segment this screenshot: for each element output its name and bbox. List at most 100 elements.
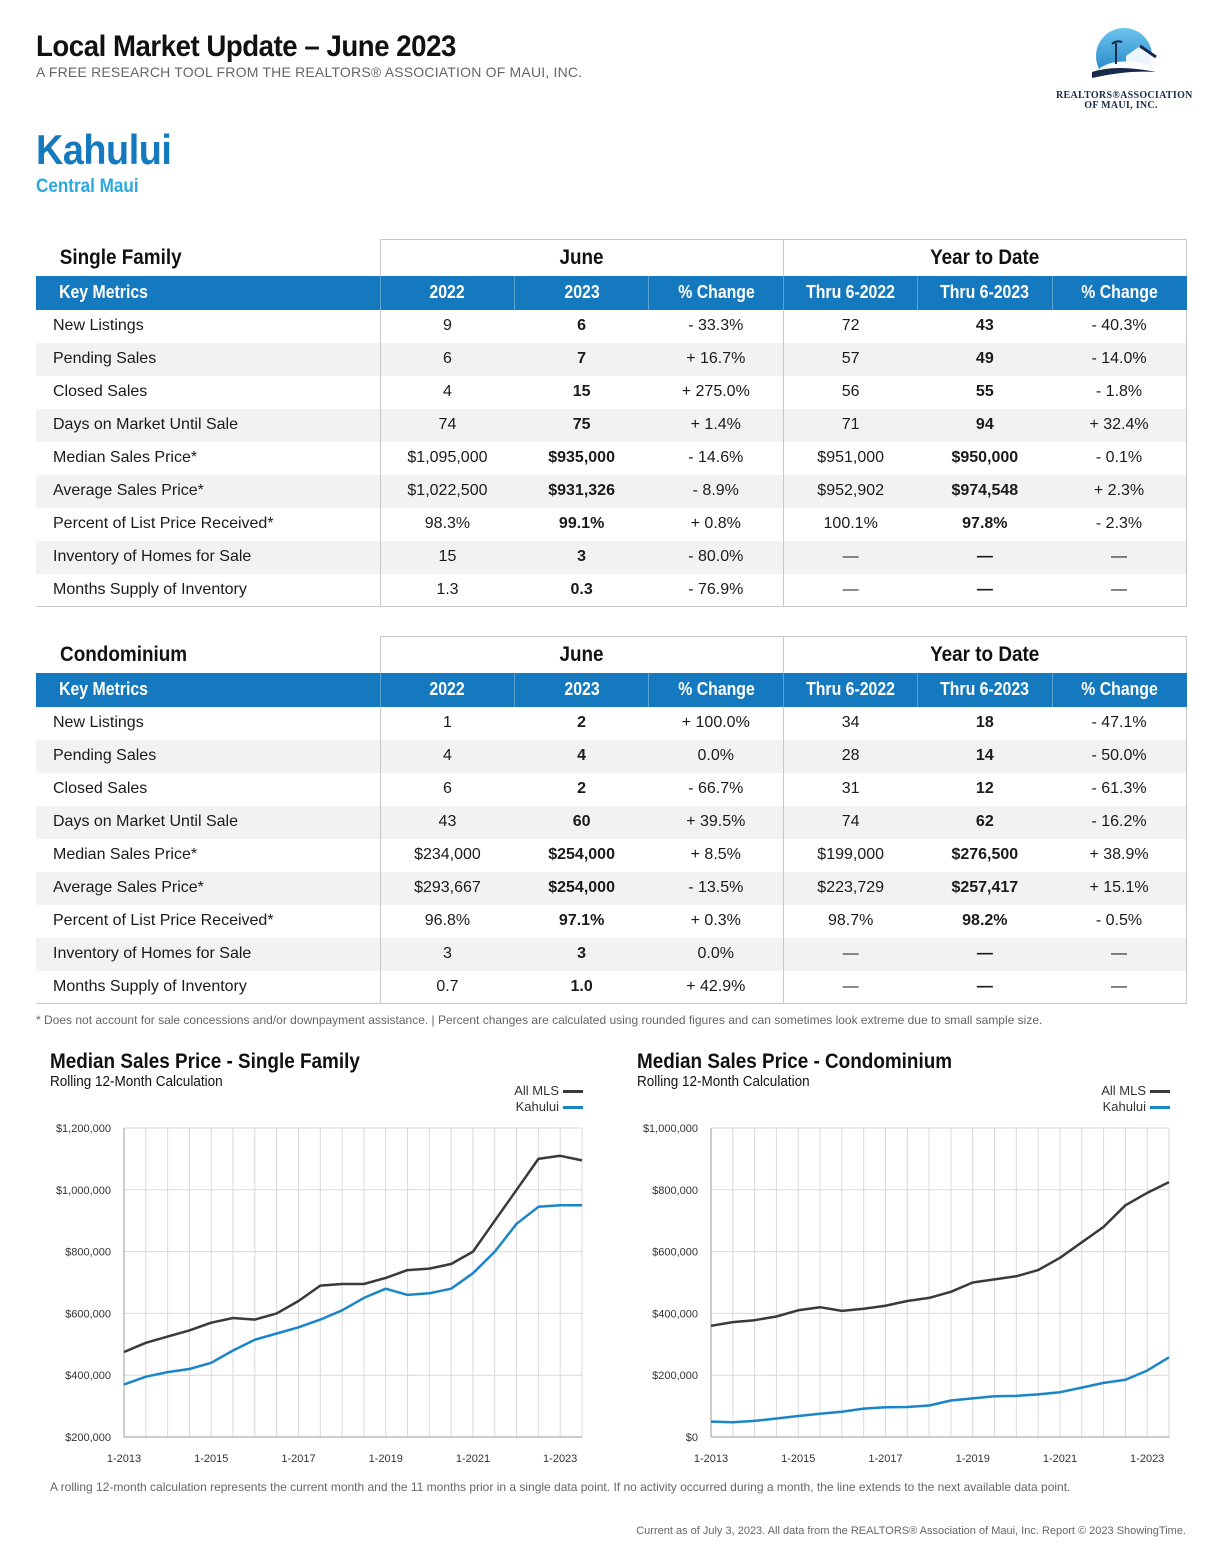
ytd-pct-change: - 1.8% <box>1052 375 1188 409</box>
group-header-month: June <box>379 239 784 276</box>
column-header-ytd-pct-change: % Change <box>1051 275 1187 310</box>
realtors-association-logo: REALTORS®ASSOCIATION OF MAUI, INC. <box>1056 26 1192 116</box>
value-2023: 3 <box>514 937 649 971</box>
legend-item-kahului: Kahului <box>1101 1099 1170 1115</box>
value-2023: 2 <box>577 780 587 797</box>
series-line-kahului <box>123 1204 582 1386</box>
value-2022: 1.3 <box>379 573 515 607</box>
table-row: Median Sales Price* $1,095,000 $935,000 - 1… <box>36 441 1188 475</box>
value-2022: 9 <box>379 309 515 343</box>
x-tick-label: 1-2019 <box>956 1453 990 1465</box>
ytd-pct-change: - 0.5% <box>1052 904 1188 938</box>
column-header-thru-2023: Thru 6-2023 <box>917 672 1053 707</box>
table-row: Inventory of Homes for Sale 3 3 0.0% — — — <box>36 937 1188 971</box>
value-thru-2022: 34 <box>782 706 918 740</box>
table-row: Average Sales Price* $1,022,500 $931,326- … <box>36 474 1188 508</box>
value-2023: 97.1% <box>558 912 605 929</box>
ytd-pct-change: - 47.1% <box>1052 706 1188 740</box>
x-tick-label: 1-2021 <box>1043 1453 1077 1465</box>
chart-legend: All MLS Kahului <box>514 1083 583 1115</box>
table-row: Average Sales Price* $293,667 $254,000- 13… <box>36 871 1188 905</box>
x-tick-label: 1-2017 <box>868 1453 902 1465</box>
ytd-pct-change: — <box>1052 540 1188 574</box>
metric-label: Median Sales Price* <box>53 846 198 863</box>
series-line-kahului <box>710 1356 1170 1424</box>
legend-swatch-kahului <box>563 1106 583 1110</box>
column-header-thru-2022: Thru 6-2022 <box>782 672 918 707</box>
value-2022: 4 <box>379 375 515 409</box>
x-tick-label: 1-2023 <box>1130 1453 1164 1465</box>
legend-swatch-all-mls <box>563 1090 583 1094</box>
column-header-thru-2023: Thru 6-2023 <box>917 275 1053 310</box>
value-thru-2023: 14 <box>917 739 1053 773</box>
metric-label: Inventory of Homes for Sale <box>36 540 380 574</box>
value-2022: 96.8% <box>379 904 515 938</box>
metric-label: New Listings <box>53 714 144 731</box>
table-row: Pending Sales 6 7 + 16.7% 57 49- 14.0% <box>36 342 1188 376</box>
x-tick-label: 1-2015 <box>781 1453 815 1465</box>
pct-change: + 0.8% <box>690 515 741 532</box>
pct-change: + 275.0% <box>681 383 750 400</box>
value-2023: 7 <box>514 342 649 376</box>
table-row: Percent of List Price Received* 96.8% 97.1… <box>36 904 1188 938</box>
ytd-pct-change: - 40.3% <box>1052 309 1188 343</box>
x-tick-label: 1-2015 <box>194 1453 228 1465</box>
value-thru-2023: 12 <box>975 780 994 797</box>
metric-label: Inventory of Homes for Sale <box>36 937 380 971</box>
value-thru-2023: — <box>917 573 1053 607</box>
table-row: Median Sales Price* $234,000 $254,000 + 8.5… <box>36 838 1188 872</box>
value-thru-2022: — <box>782 970 918 1004</box>
value-thru-2023: $950,000 <box>951 449 1019 466</box>
series-line-all-mls <box>123 1154 583 1354</box>
table-row: Inventory of Homes for Sale 15 3- 80.0% — — — <box>36 540 1188 574</box>
value-2022: 15 <box>379 540 515 574</box>
ytd-pct-change: + 38.9% <box>1052 838 1188 872</box>
metric-label: Percent of List Price Received* <box>53 515 274 532</box>
pct-change: - 76.9% <box>648 573 784 607</box>
value-2022: 6 <box>379 772 515 806</box>
value-2023: 2 <box>577 714 587 731</box>
ytd-pct-change: - 16.2% <box>1052 805 1188 839</box>
location-heading: Kahului Central Maui <box>36 126 187 198</box>
metric-label: Pending Sales <box>36 739 380 773</box>
legend-swatch-kahului <box>1150 1106 1170 1110</box>
value-2022: 3 <box>379 937 515 971</box>
legend-item-all-mls: All MLS <box>514 1083 583 1099</box>
y-tick-label: $1,000,000 <box>56 1185 111 1197</box>
ytd-pct-change: + 32.4% <box>1052 408 1188 442</box>
value-thru-2022: — <box>782 540 918 574</box>
value-thru-2022: 31 <box>782 772 918 806</box>
table-row: Days on Market Until Sale 43 60 + 39.5% 74 62… <box>36 805 1188 839</box>
legend-item-all-mls: All MLS <box>1101 1083 1170 1099</box>
pct-change: - 66.7% <box>688 780 744 797</box>
column-header-2022: 2022 <box>379 672 515 707</box>
x-tick-label: 1-2013 <box>107 1453 141 1465</box>
value-2022: 74 <box>379 408 515 442</box>
y-tick-label: $1,000,000 <box>643 1123 698 1135</box>
value-thru-2022: 100.1% <box>782 507 918 541</box>
value-thru-2022: — <box>782 937 918 971</box>
y-tick-label: $0 <box>686 1432 698 1444</box>
table-row: New Listings 9 6 - 33.3% 72 43 - 40.3% <box>36 309 1188 343</box>
ytd-pct-change: - 14.0% <box>1052 342 1188 376</box>
column-header-2023: 2023 <box>513 672 649 707</box>
pct-change: + 100.0% <box>681 714 750 731</box>
pct-change: - 80.0% <box>648 540 784 574</box>
value-thru-2022: 56 <box>782 375 918 409</box>
single-family-table: Single Family June Year to Date Key Metr… <box>36 239 1188 607</box>
value-2022: $1,022,500 <box>379 474 515 508</box>
y-tick-label: $600,000 <box>652 1247 698 1259</box>
value-2022: $1,095,000 <box>379 441 515 475</box>
pct-change: + 0.3% <box>690 912 741 929</box>
table-row: Months Supply of Inventory 1.3 0.3- 76.9% —… <box>36 573 1188 607</box>
value-thru-2022: 72 <box>782 309 918 343</box>
value-thru-2023: 55 <box>975 383 994 400</box>
value-2023: 60 <box>514 805 649 839</box>
table-section-title: Single Family <box>59 245 182 269</box>
y-tick-label: $400,000 <box>65 1370 111 1382</box>
value-thru-2022: 57 <box>782 342 918 376</box>
x-tick-label: 1-2021 <box>456 1453 490 1465</box>
y-tick-label: $800,000 <box>652 1185 698 1197</box>
y-tick-label: $800,000 <box>65 1247 111 1259</box>
city-name: Kahului <box>36 126 172 173</box>
